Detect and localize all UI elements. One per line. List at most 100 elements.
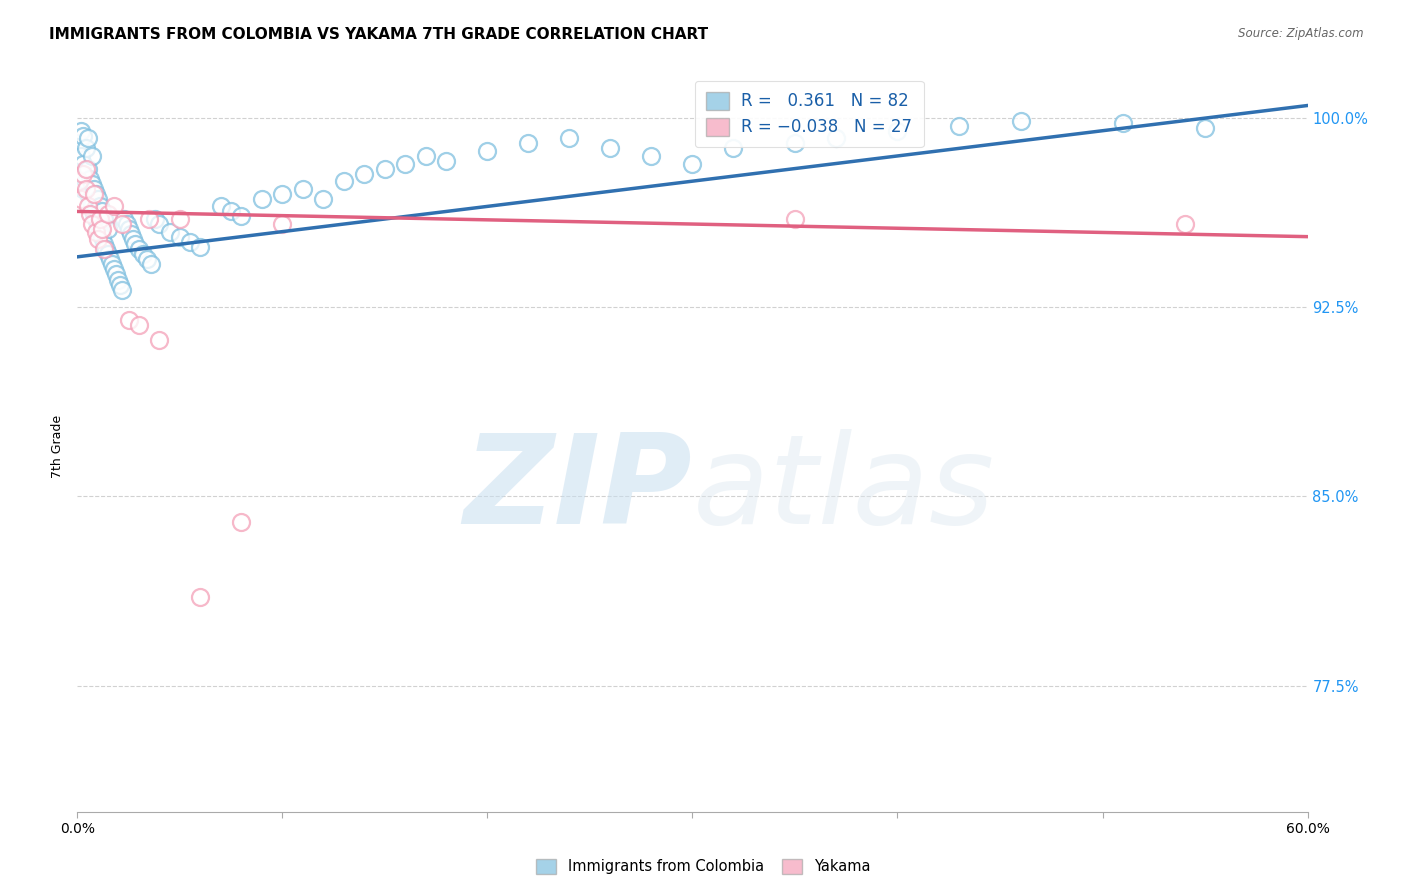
Point: [75, 141, 97, 155]
Text: IMMIGRANTS FROM COLOMBIA VS YAKAMA 7TH GRADE CORRELATION CHART: IMMIGRANTS FROM COLOMBIA VS YAKAMA 7TH G…: [49, 27, 709, 42]
Point: [132, 247, 155, 261]
Point: [79, 192, 101, 206]
Point: [148, 333, 170, 347]
Point: [76, 199, 98, 213]
Point: [72, 128, 94, 143]
Point: [148, 217, 170, 231]
Point: [70, 149, 93, 163]
Point: [682, 156, 704, 170]
Point: [79, 171, 101, 186]
Point: [114, 212, 136, 227]
Point: [640, 149, 662, 163]
Point: [353, 167, 375, 181]
Point: [138, 212, 160, 227]
Point: [783, 212, 806, 227]
Point: [110, 277, 132, 292]
Point: [394, 156, 416, 170]
Point: [231, 515, 253, 529]
Point: [72, 156, 94, 170]
Point: [188, 240, 212, 254]
Point: [415, 149, 437, 163]
Point: [1174, 217, 1197, 231]
Point: [90, 222, 114, 236]
Point: [121, 232, 143, 246]
Point: [128, 318, 150, 332]
Point: [79, 207, 101, 221]
Point: [333, 174, 356, 188]
Point: [84, 212, 107, 227]
Point: [231, 210, 253, 224]
Y-axis label: 7th Grade: 7th Grade: [51, 415, 65, 477]
Point: [271, 186, 294, 201]
Point: [948, 119, 970, 133]
Point: [80, 217, 103, 231]
Text: atlas: atlas: [693, 429, 994, 550]
Point: [1112, 116, 1135, 130]
Point: [117, 313, 139, 327]
Point: [558, 131, 581, 145]
Point: [75, 182, 97, 196]
Point: [80, 177, 103, 191]
Point: [75, 174, 97, 188]
Point: [90, 204, 114, 219]
Point: [87, 192, 110, 206]
Point: [98, 252, 121, 267]
Point: [67, 167, 90, 181]
Point: [103, 199, 125, 213]
Point: [72, 182, 94, 196]
Point: [599, 141, 621, 155]
Legend: R =   0.361   N = 82, R = −0.038   N = 27: R = 0.361 N = 82, R = −0.038 N = 27: [695, 81, 924, 147]
Point: [1194, 121, 1216, 136]
Point: [169, 229, 191, 244]
Point: [84, 186, 107, 201]
Point: [90, 229, 114, 244]
Point: [117, 222, 139, 236]
Text: ZIP: ZIP: [464, 429, 693, 550]
Point: [111, 283, 134, 297]
Point: [120, 227, 142, 241]
Point: [97, 207, 120, 221]
Point: [83, 186, 105, 201]
Point: [67, 174, 90, 188]
Point: [80, 149, 103, 163]
Point: [89, 199, 111, 213]
Point: [179, 235, 201, 249]
Point: [97, 222, 120, 236]
Point: [97, 247, 120, 261]
Legend: Immigrants from Colombia, Yakama: Immigrants from Colombia, Yakama: [530, 853, 876, 880]
Point: [219, 204, 242, 219]
Point: [271, 217, 294, 231]
Point: [87, 217, 110, 231]
Point: [76, 186, 98, 201]
Point: [517, 136, 540, 151]
Point: [128, 242, 150, 256]
Point: [886, 124, 908, 138]
Point: [169, 212, 191, 227]
Point: [93, 237, 115, 252]
Point: [209, 199, 232, 213]
Point: [103, 262, 125, 277]
Point: [83, 207, 105, 221]
Point: [291, 182, 314, 196]
Point: [783, 136, 806, 151]
Point: [94, 242, 117, 256]
Point: [76, 131, 98, 145]
Point: [143, 212, 166, 227]
Point: [72, 167, 94, 181]
Point: [374, 161, 396, 176]
Point: [141, 257, 163, 271]
Point: [101, 257, 124, 271]
Point: [89, 225, 111, 239]
Text: Source: ZipAtlas.com: Source: ZipAtlas.com: [1239, 27, 1364, 40]
Point: [1010, 113, 1032, 128]
Point: [70, 192, 93, 206]
Point: [723, 141, 745, 155]
Point: [93, 212, 115, 227]
Point: [250, 192, 273, 206]
Point: [115, 217, 138, 231]
Point: [89, 212, 111, 227]
Point: [105, 268, 128, 282]
Point: [84, 225, 107, 239]
Point: [124, 237, 146, 252]
Point: [107, 272, 129, 286]
